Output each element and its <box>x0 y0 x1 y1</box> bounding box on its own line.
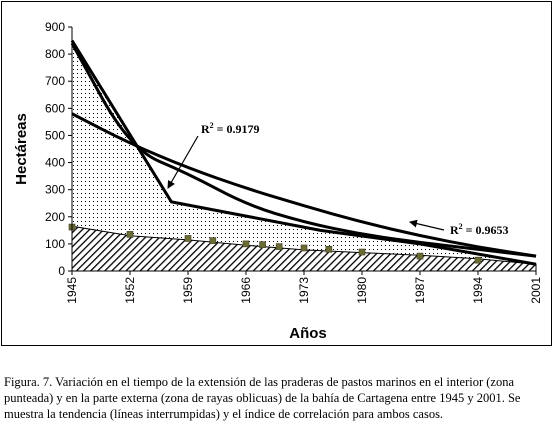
data-marker <box>259 241 266 249</box>
figure-caption: Figura. 7. Variación en el tiempo de la … <box>4 375 521 421</box>
trendline-1 <box>71 112 537 258</box>
y-tick-label: 300 <box>45 183 65 197</box>
x-tick-label: 1952 <box>123 277 137 304</box>
data-marker <box>209 237 217 244</box>
hatched-area <box>71 225 537 272</box>
y-tick-label: 0 <box>58 264 65 278</box>
y-tick-label: 900 <box>45 20 65 34</box>
x-axis-title: Años <box>289 325 327 342</box>
x-tick-label: 1987 <box>413 277 427 304</box>
x-tick-label: 1980 <box>355 277 369 304</box>
r2-arrow-2 <box>409 219 445 231</box>
data-marker <box>242 240 250 248</box>
data-marker <box>325 246 333 253</box>
y-axis-title: Hectáreas <box>13 113 30 185</box>
data-marker <box>474 256 482 264</box>
data-marker <box>416 252 424 260</box>
data-marker <box>300 244 308 252</box>
data-marker <box>358 248 366 256</box>
r2-label-2: R2 = 0.9653 <box>450 222 509 237</box>
y-tick-label: 200 <box>45 210 65 224</box>
r2-arrow-1 <box>167 135 199 189</box>
trendline-2 <box>70 42 537 258</box>
data-marker <box>126 231 134 238</box>
x-tick-label: 1945 <box>65 277 79 304</box>
x-tick-label: 1959 <box>181 277 195 304</box>
x-tick-label: 1994 <box>471 277 485 304</box>
y-tick-label: 800 <box>45 47 65 61</box>
x-tick-label: 1966 <box>239 277 253 304</box>
data-marker <box>184 235 192 242</box>
y-tick-label: 400 <box>45 156 65 170</box>
y-tick-label: 700 <box>45 74 65 88</box>
x-tick-label: 2001 <box>529 277 543 304</box>
y-tick-label: 100 <box>45 237 65 251</box>
data-marker <box>275 243 283 250</box>
chart: 0 100 200 300 400 500 600 700 800 900 1945 1952 1959… <box>13 20 543 342</box>
x-tick-label: 1973 <box>297 277 311 304</box>
y-tick-label: 500 <box>45 128 65 142</box>
dotted-area <box>72 40 536 271</box>
r2-label-1: R2 = 0.9179 <box>201 121 260 136</box>
y-tick-label: 600 <box>45 101 65 115</box>
